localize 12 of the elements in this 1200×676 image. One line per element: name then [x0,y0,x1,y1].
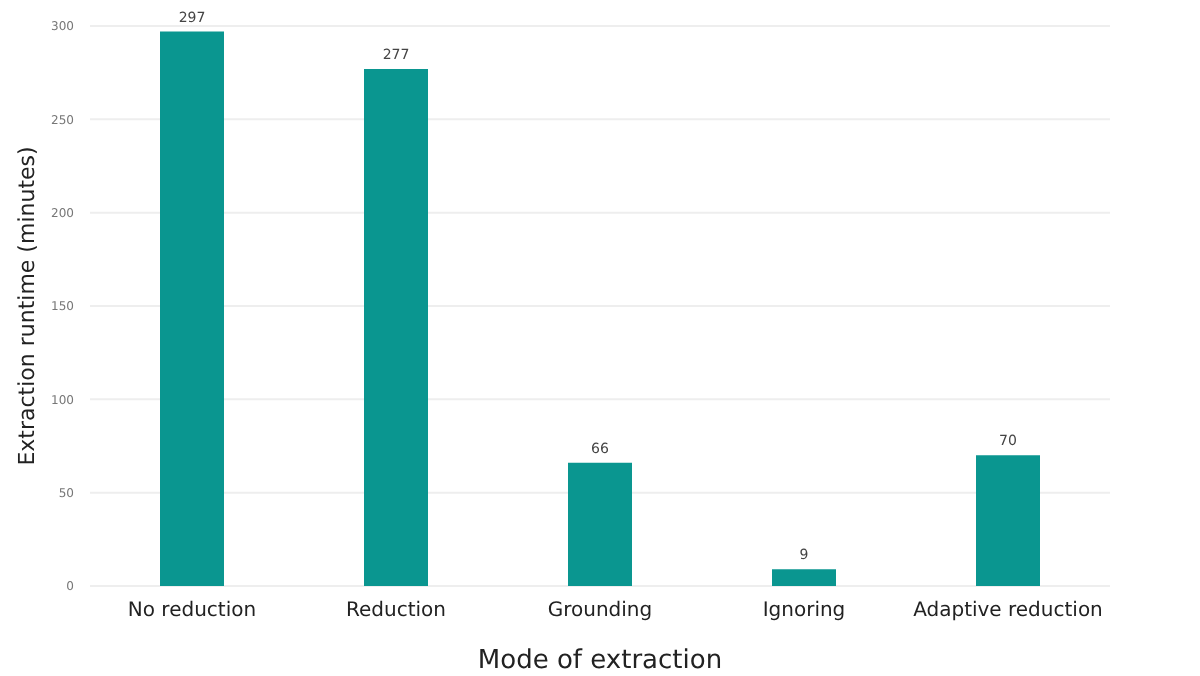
y-axis-title: Extraction runtime (minutes) [13,146,40,466]
x-tick-label: Reduction [346,600,446,623]
x-tick-label: Adaptive reduction [913,600,1103,623]
x-axis-title: Mode of extraction [477,646,723,676]
bar [976,455,1040,586]
bar [160,31,224,586]
x-tick-label: No reduction [127,600,257,623]
x-tick-label: Ignoring [762,600,846,623]
bar [772,569,836,586]
x-tick-label: Grounding [547,600,653,623]
bar [364,68,428,586]
bar [568,462,632,586]
